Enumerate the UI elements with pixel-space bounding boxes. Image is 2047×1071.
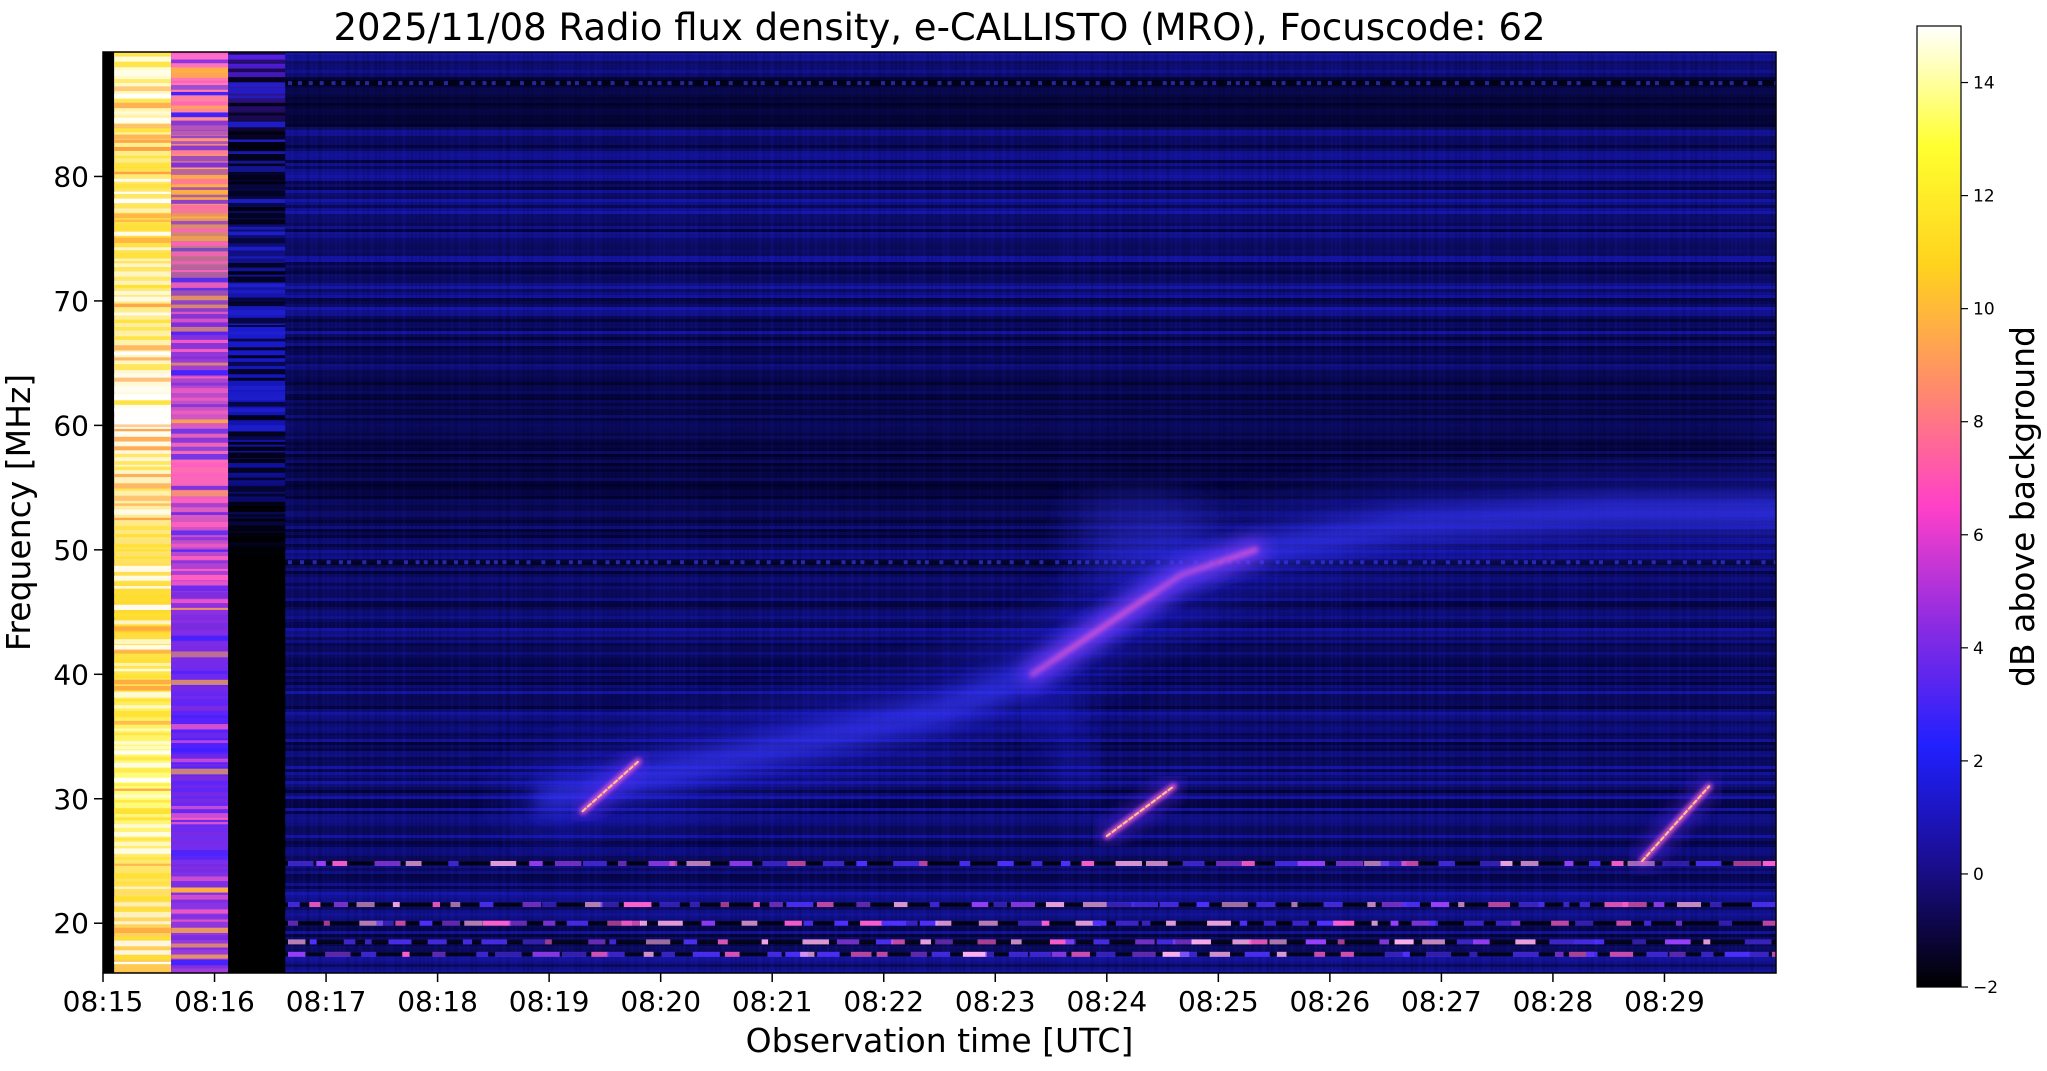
y-tick-label-2: 40 [53,658,89,691]
plot-area [103,52,1776,973]
x-tick-label-14: 08:29 [1624,985,1705,1018]
plot-frame [102,51,1777,974]
y-tick-label-5: 70 [53,285,89,318]
y-axis: 20 30 40 50 60 70 80 [53,160,103,940]
y-axis-label: Frequency [MHz] [0,374,38,651]
colorbar-gradient [1916,25,1962,988]
colorbar-tick-label-0: −2 [1973,978,1998,998]
x-tick-label-12: 08:27 [1401,985,1482,1018]
y-tick-label-1: 30 [53,783,89,816]
y-tick-label-0: 20 [53,907,89,940]
x-tick-label-6: 08:21 [732,985,813,1018]
chart-title: 2025/11/08 Radio flux density, e-CALLIST… [333,6,1545,49]
colorbar-tick-label-2: 2 [1973,752,1984,772]
y-tick-label-6: 80 [53,160,89,193]
x-axis-label: Observation time [UTC] [746,1021,1134,1060]
x-tick-label-9: 08:24 [1066,985,1147,1018]
colorbar-tick-label-7: 12 [1973,187,1995,207]
x-tick-label-7: 08:22 [843,985,924,1018]
colorbar-ticks: −2 0 2 4 6 8 10 12 14 [1961,74,1998,998]
rfi-lines [283,80,1776,957]
y-tick-label-4: 60 [53,409,89,442]
colorbar-tick-label-1: 0 [1973,865,1984,885]
colorbar-tick-label-5: 8 [1973,413,1984,433]
saturated-columns [103,52,286,973]
colorbar-tick-label-6: 10 [1973,300,1995,320]
drift-bursts [573,752,1719,870]
x-tick-label-0: 08:15 [63,985,144,1018]
x-tick-label-13: 08:28 [1513,985,1594,1018]
colorbar-tick-label-8: 14 [1973,74,1995,94]
x-tick-label-3: 08:18 [397,985,478,1018]
colorbar-tick-label-3: 4 [1973,639,1984,659]
x-tick-label-4: 08:19 [509,985,590,1018]
x-tick-label-8: 08:23 [955,985,1036,1018]
x-tick-label-2: 08:17 [286,985,367,1018]
colorbar-tick-label-4: 6 [1973,526,1984,546]
diffuse-drift-emission [509,472,1776,839]
x-axis: 08:15 08:16 08:17 08:18 08:19 08:20 08:21 08:22… [63,973,1705,1018]
x-tick-label-11: 08:26 [1290,985,1371,1018]
x-tick-label-5: 08:20 [620,985,701,1018]
x-tick-label-10: 08:25 [1178,985,1259,1018]
colorbar-label: dB above background [2003,326,2042,687]
x-tick-label-1: 08:16 [174,985,255,1018]
colorbar: −2 0 2 4 6 8 10 12 14 dB above background [1916,25,2042,998]
y-tick-label-3: 50 [53,534,89,567]
